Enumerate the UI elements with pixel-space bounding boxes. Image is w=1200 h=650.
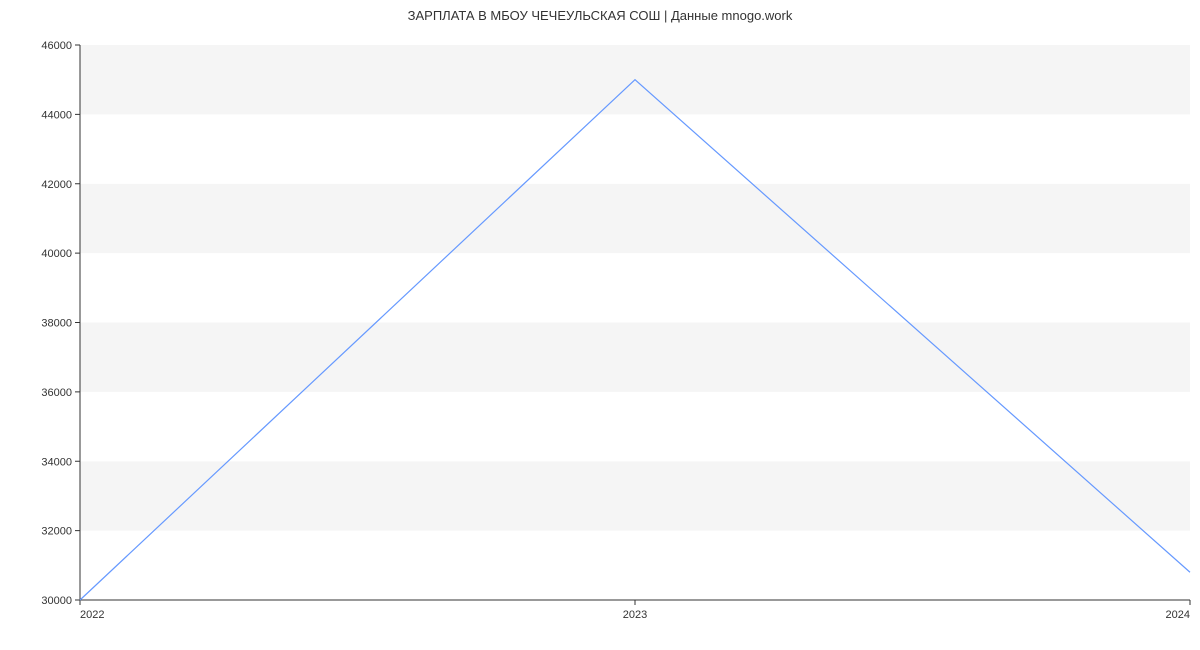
- y-tick-label: 32000: [41, 526, 72, 538]
- y-tick-label: 46000: [41, 40, 72, 52]
- chart-title: ЗАРПЛАТА В МБОУ ЧЕЧЕУЛЬСКАЯ СОШ | Данные…: [0, 8, 1200, 23]
- x-tick-label: 2022: [80, 609, 104, 621]
- salary-line-chart: ЗАРПЛАТА В МБОУ ЧЕЧЕУЛЬСКАЯ СОШ | Данные…: [0, 0, 1200, 650]
- chart-canvas: 30000 32000 34000 36000 38000 40000 42000 44000…: [0, 0, 1200, 650]
- y-tick-label: 42000: [41, 179, 72, 191]
- y-tick-label: 34000: [41, 456, 72, 468]
- y-tick-label: 44000: [41, 109, 72, 121]
- y-tick-label: 38000: [41, 318, 72, 330]
- x-tick-label: 2023: [623, 609, 647, 621]
- y-tick-label: 40000: [41, 248, 72, 260]
- y-tick-label: 30000: [41, 595, 72, 607]
- y-tick-label: 36000: [41, 387, 72, 399]
- x-tick-label: 2024: [1166, 609, 1190, 621]
